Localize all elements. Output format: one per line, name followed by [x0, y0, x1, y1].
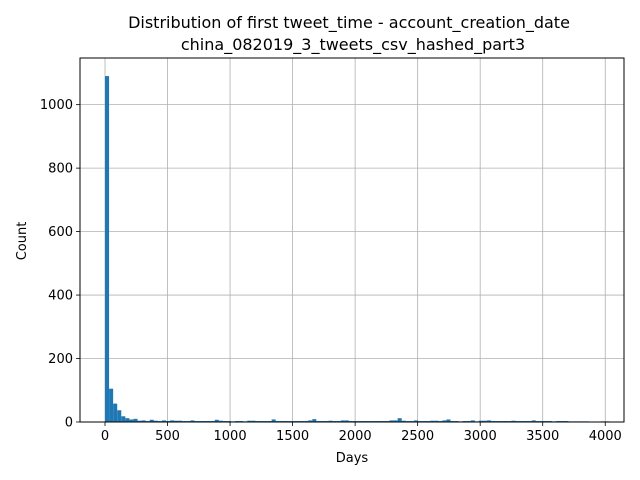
y-tick-label: 600: [48, 225, 73, 240]
y-tick-label: 1000: [40, 98, 73, 113]
histogram-bar: [413, 420, 418, 422]
y-tick-label: 400: [48, 289, 73, 304]
histogram-bar: [214, 419, 219, 422]
x-tick-label: 2500: [401, 429, 434, 444]
histogram-bar: [401, 420, 406, 422]
plot-frame: [79, 57, 625, 423]
histogram-bar: [251, 420, 256, 422]
y-axis-label: Count: [15, 222, 30, 261]
histogram-bars: [105, 76, 609, 422]
histogram-bar: [442, 420, 447, 422]
histogram-bar: [531, 420, 536, 422]
x-tick-label: 3500: [526, 429, 559, 444]
histogram-bar: [430, 420, 435, 422]
histogram-bar: [117, 410, 122, 422]
histogram-bar: [178, 420, 183, 422]
histogram-bar: [129, 419, 134, 422]
histogram-bar: [133, 418, 138, 422]
y-tick-label: 800: [48, 162, 73, 177]
histogram-bar: [190, 420, 195, 422]
x-tick-label: 1000: [214, 429, 247, 444]
histogram-bar: [153, 420, 158, 422]
histogram-bar: [271, 419, 276, 422]
histogram-bar: [328, 420, 333, 422]
x-axis-ticks: 0 500 1000 1500 2000 2500 3000 3500 4000: [101, 422, 622, 444]
histogram-bar: [389, 420, 394, 422]
histogram-bar: [137, 420, 142, 422]
chart-title-line-1: Distribution of first tweet_time - accou…: [128, 13, 570, 33]
histogram-bar: [434, 420, 439, 422]
x-tick-label: 4000: [589, 429, 622, 444]
histogram-bar: [487, 420, 492, 422]
x-tick-label: 2000: [339, 429, 372, 444]
x-tick-label: 3000: [464, 429, 497, 444]
histogram-bar: [247, 420, 252, 422]
y-tick-label: 200: [48, 352, 73, 367]
histogram-bar: [113, 403, 118, 422]
y-axis-ticks: 0 200 400 600 800 1000: [40, 98, 80, 431]
histogram-bar: [511, 420, 516, 422]
histogram-bar: [125, 418, 130, 422]
histogram-bar: [149, 419, 154, 422]
histogram-bar: [218, 420, 223, 422]
histogram-bar: [105, 76, 110, 422]
histogram-bar: [470, 420, 475, 422]
histogram-bar: [340, 420, 345, 422]
x-axis-label: Days: [336, 451, 369, 466]
y-tick-label: 0: [65, 416, 73, 431]
chart-title-line-2: china_082019_3_tweets_csv_hashed_part3: [181, 35, 525, 55]
histogram-bar: [344, 420, 349, 422]
histogram-bar: [308, 420, 313, 422]
x-tick-label: 1500: [276, 429, 309, 444]
histogram-bar: [397, 418, 402, 422]
x-tick-label: 500: [155, 429, 180, 444]
histogram-bar: [161, 420, 166, 422]
histogram-bar: [393, 420, 398, 422]
histogram-bar: [312, 419, 317, 422]
histogram-bar: [478, 420, 483, 422]
histogram-bar: [482, 420, 488, 422]
histogram-bar: [141, 420, 146, 422]
x-tick-label: 0: [101, 429, 109, 444]
histogram-bar: [170, 420, 175, 422]
grid-lines: [80, 58, 624, 423]
histogram-bar: [174, 420, 179, 422]
histogram-bar: [109, 388, 114, 422]
histogram-bar: [121, 416, 126, 422]
histogram-bar: [446, 419, 451, 422]
